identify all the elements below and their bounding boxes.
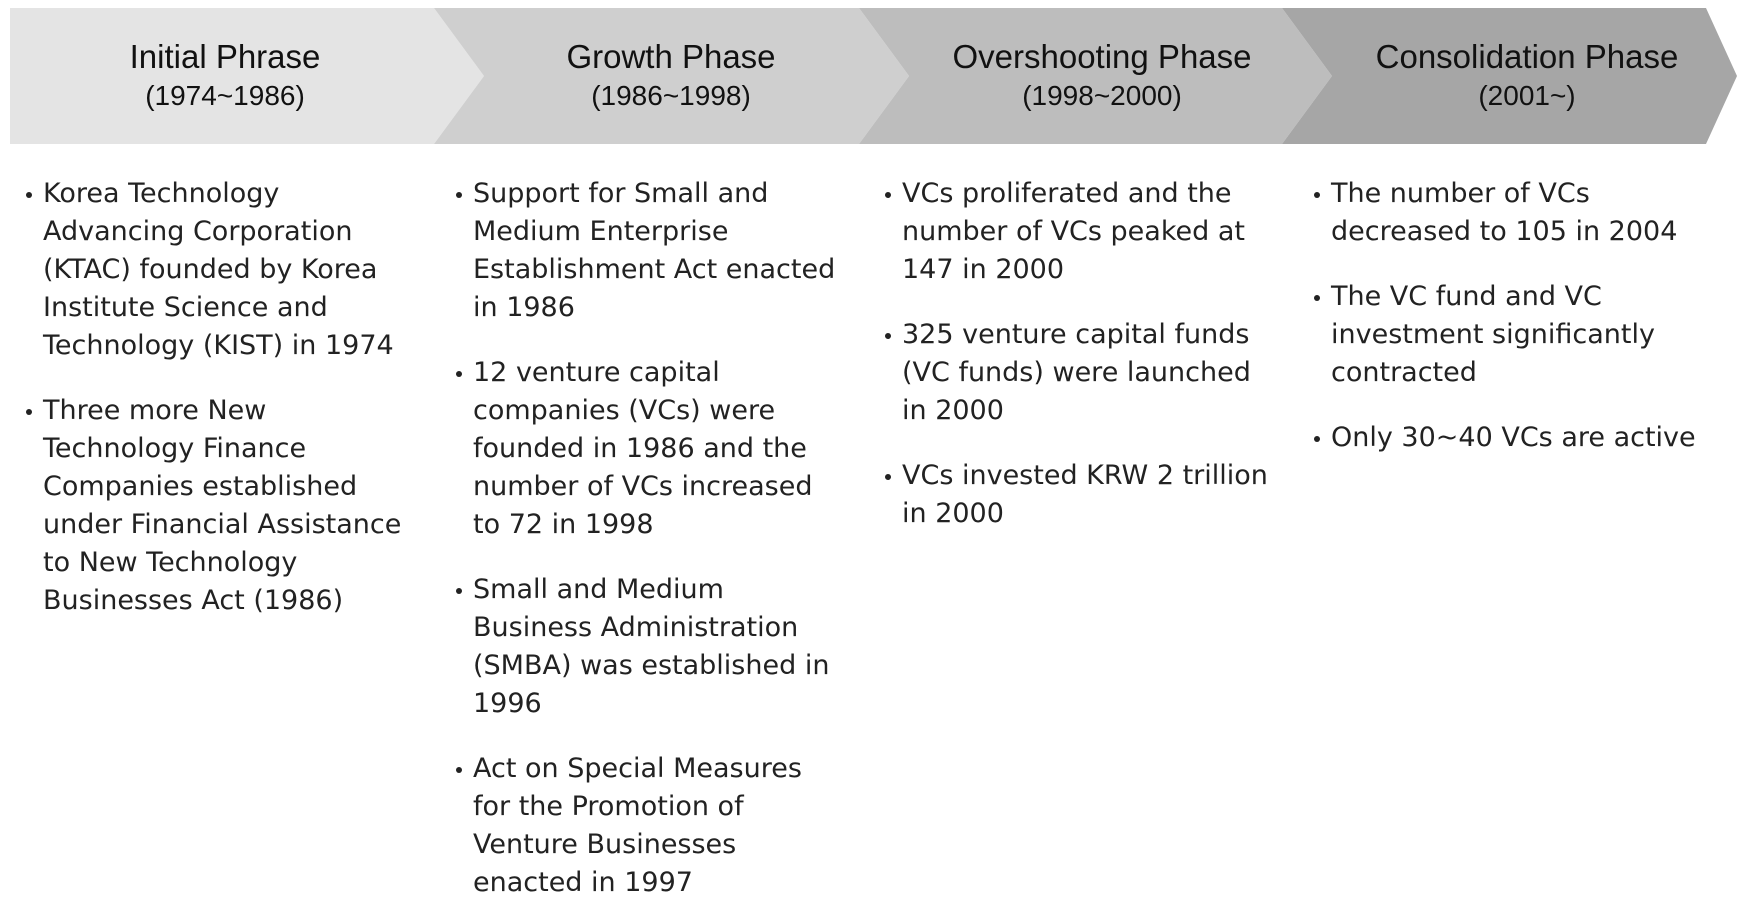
bullet-text: The VC fund and VC investment significan… [1331, 281, 1655, 388]
bullet-text: VCs invested KRW 2 trillion in 2000 [902, 460, 1268, 529]
chevron [859, 8, 1332, 144]
phase-title: Overshooting Phase [952, 38, 1252, 75]
phase-period: (2001~) [1478, 80, 1576, 111]
phase-title: Consolidation Phase [1375, 38, 1679, 75]
bullet-text: Act on Special Measures for the Promotio… [473, 753, 802, 898]
bullet-text: 325 venture capital funds (VC funds) wer… [902, 319, 1251, 426]
bullet-dot [885, 474, 891, 480]
bullet-dot [456, 588, 462, 594]
bullet-dot [1314, 295, 1320, 301]
phase-period: (1986~1998) [591, 80, 751, 111]
bullet-text: Support for Small and Medium Enterprise … [473, 178, 836, 323]
bullet-text: Small and Medium Business Administration… [473, 574, 830, 719]
bullet-dot [26, 192, 32, 198]
bullet-dot [1314, 436, 1320, 442]
bullet-dot [26, 409, 32, 415]
phase-period: (1998~2000) [1022, 80, 1182, 111]
bullet-dot [1314, 192, 1320, 198]
bullet-item: Only 30~40 VCs are active [1312, 419, 1704, 457]
bullet-list: Support for Small and Medium Enterprise … [454, 175, 846, 900]
bullet-item: Support for Small and Medium Enterprise … [454, 175, 846, 327]
bullet-text: 12 venture capital companies (VCs) were … [473, 357, 813, 540]
bullet-dot [885, 333, 891, 339]
chevron [10, 8, 484, 144]
bullet-list: Korea Technology Advancing Corporation (… [24, 175, 416, 647]
bullet-text: The number of VCs decreased to 105 in 20… [1331, 178, 1678, 247]
bullet-item: VCs proliferated and the number of VCs p… [883, 175, 1275, 289]
bullet-item: Korea Technology Advancing Corporation (… [24, 175, 416, 365]
bullet-item: The number of VCs decreased to 105 in 20… [1312, 175, 1704, 251]
bullet-item: 325 venture capital funds (VC funds) wer… [883, 316, 1275, 430]
phase-title: Initial Phrase [129, 38, 321, 75]
bullet-dot [885, 192, 891, 198]
bullet-list: VCs proliferated and the number of VCs p… [883, 175, 1275, 560]
bullet-item: VCs invested KRW 2 trillion in 2000 [883, 457, 1275, 533]
chevron [434, 8, 909, 144]
bullet-text: Korea Technology Advancing Corporation (… [43, 178, 394, 361]
bullet-item: Act on Special Measures for the Promotio… [454, 750, 846, 900]
bullet-item: 12 venture capital companies (VCs) were … [454, 354, 846, 544]
bullet-item: Small and Medium Business Administration… [454, 571, 846, 723]
bullet-dot [456, 371, 462, 377]
bullet-item: The VC fund and VC investment significan… [1312, 278, 1704, 392]
bullet-text: Only 30~40 VCs are active [1331, 422, 1696, 453]
bullet-text: Three more New Technology Finance Compan… [43, 395, 402, 616]
phase-title: Growth Phase [566, 38, 776, 75]
bullet-dot [456, 767, 462, 773]
phase-period: (1974~1986) [145, 80, 305, 111]
chevrons [10, 8, 1737, 144]
chevron [1282, 8, 1737, 144]
bullet-item: Three more New Technology Finance Compan… [24, 392, 416, 620]
bullet-text: VCs proliferated and the number of VCs p… [902, 178, 1245, 285]
bullet-list: The number of VCs decreased to 105 in 20… [1312, 175, 1704, 484]
bullet-dot [456, 192, 462, 198]
